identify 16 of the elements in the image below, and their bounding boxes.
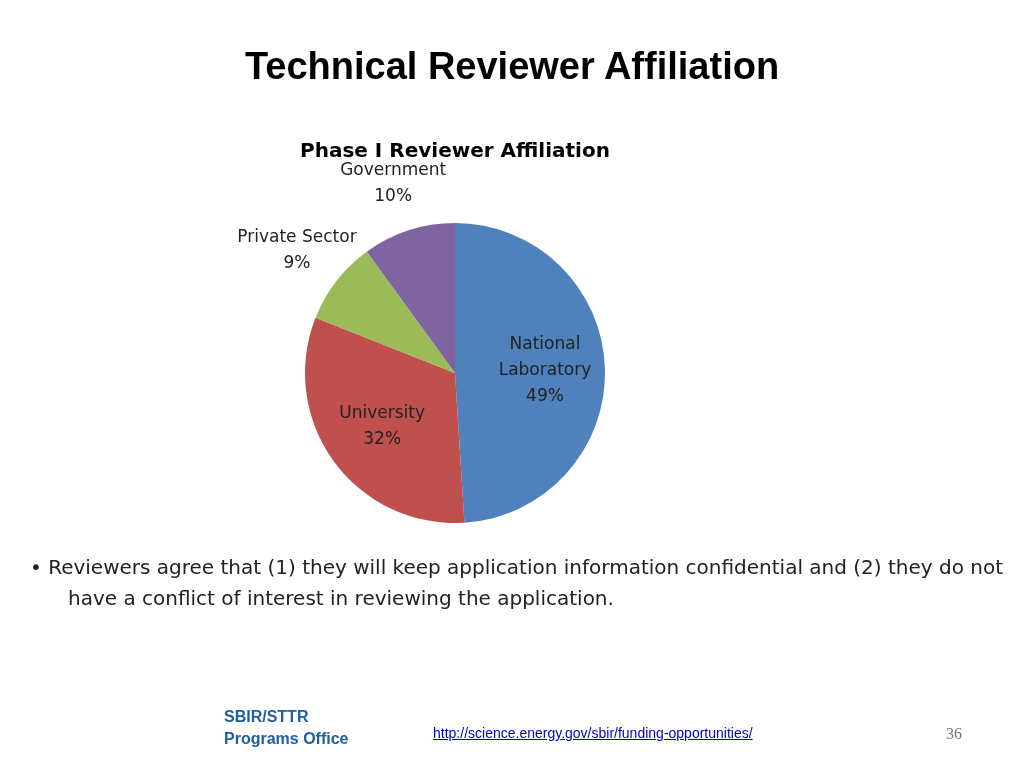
text: SBIR/STTR Programs Office bbox=[224, 707, 350, 749]
data-label: 32% bbox=[363, 427, 402, 448]
pie-slice bbox=[455, 223, 605, 523]
text: 36 bbox=[946, 725, 962, 743]
text: • Reviewers agree that (1) they will keep application information confidential and (2) they do not have a conflict of interest in reviewing the application. bbox=[30, 554, 1005, 612]
data-label: 49% bbox=[526, 385, 564, 406]
chart-title: Technical Reviewer Affiliation bbox=[243, 45, 781, 88]
slice-label: University bbox=[339, 401, 426, 422]
data-label: 10% bbox=[374, 184, 413, 205]
pie-slice bbox=[315, 251, 455, 373]
pie-slice bbox=[366, 223, 455, 373]
text: http://science.energy.gov/sbir/funding-opportunities/ bbox=[433, 725, 753, 741]
slice-label: Private Sector bbox=[237, 226, 357, 247]
data-label: 9% bbox=[283, 252, 311, 273]
slice-label: National Laboratory bbox=[498, 333, 592, 380]
pie-slice bbox=[305, 317, 465, 523]
